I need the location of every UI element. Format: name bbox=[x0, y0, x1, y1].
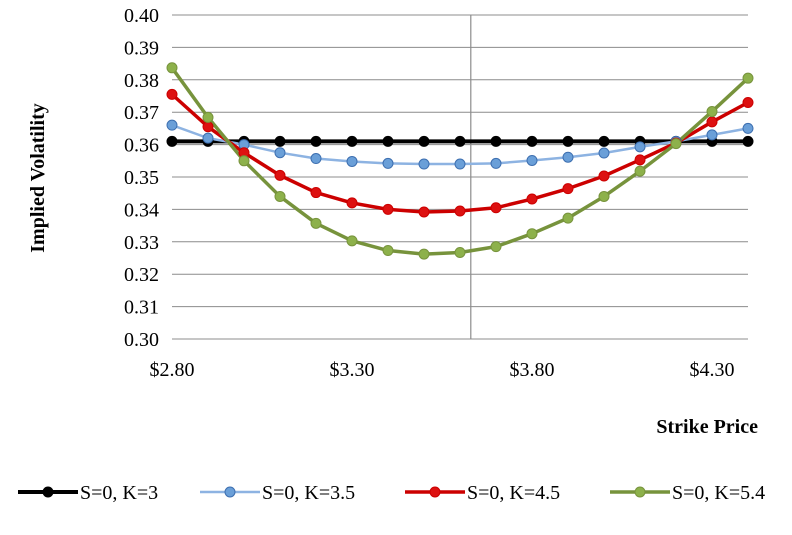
series-3-point bbox=[706, 116, 718, 128]
series-1-point bbox=[598, 135, 610, 147]
series-4-point bbox=[742, 72, 754, 84]
legend-label: S=0, K=5.4 bbox=[672, 482, 765, 504]
legend-swatch-marker bbox=[224, 486, 236, 498]
x-tick-label: $4.30 bbox=[690, 359, 735, 381]
y-tick-label: 0.37 bbox=[124, 102, 159, 124]
series-2-point bbox=[274, 147, 286, 159]
series-4-point bbox=[418, 248, 430, 260]
series-1-point bbox=[490, 135, 502, 147]
series-4-point bbox=[526, 228, 538, 240]
x-tick-label: $2.80 bbox=[150, 359, 195, 381]
series-2-point bbox=[526, 154, 538, 166]
series-1-point bbox=[526, 135, 538, 147]
y-tick-label: 0.35 bbox=[124, 167, 159, 189]
series-2-point bbox=[634, 141, 646, 153]
series-4-point bbox=[382, 245, 394, 257]
series-1-point bbox=[382, 135, 394, 147]
legend-label: S=0, K=3.5 bbox=[262, 482, 355, 504]
series-3-point bbox=[346, 197, 358, 209]
y-tick-label: 0.30 bbox=[124, 329, 159, 351]
series-3-point bbox=[526, 193, 538, 205]
legend-swatch-marker bbox=[634, 486, 646, 498]
series-2-point bbox=[742, 122, 754, 134]
series-3-point bbox=[634, 154, 646, 166]
y-tick-labels: 0.30 0.31 0.32 0.33 0.34 0.35 0.36 0.37 0.38 0.39… bbox=[124, 5, 159, 351]
y-tick-label: 0.34 bbox=[124, 199, 159, 221]
series-4-point bbox=[634, 165, 646, 177]
y-tick-label: 0.31 bbox=[124, 297, 159, 319]
series-2-point bbox=[202, 132, 214, 144]
series-1-point bbox=[274, 135, 286, 147]
y-tick-label: 0.38 bbox=[124, 70, 159, 92]
series-1-point bbox=[166, 135, 178, 147]
series-3-point bbox=[202, 121, 214, 133]
series-4-point bbox=[274, 190, 286, 202]
series-3-point bbox=[166, 88, 178, 100]
y-axis-title: Implied Volatility bbox=[27, 103, 49, 252]
y-tick-label: 0.32 bbox=[124, 264, 159, 286]
series-2-point bbox=[706, 129, 718, 141]
series-markers bbox=[166, 62, 754, 260]
legend-swatch-marker bbox=[42, 486, 54, 498]
series-2-point bbox=[562, 151, 574, 163]
series-4-point bbox=[238, 155, 250, 167]
series-2-point bbox=[418, 158, 430, 170]
series-3-point bbox=[490, 202, 502, 214]
y-tick-label: 0.40 bbox=[124, 5, 159, 27]
legend: S=0, K=3 S=0, K=3.5 S=0, K=4.5 S=0, K=5.4 bbox=[18, 482, 765, 504]
series-1-point bbox=[454, 135, 466, 147]
y-tick-label: 0.36 bbox=[124, 135, 159, 157]
legend-swatch-marker bbox=[429, 486, 441, 498]
series-3-point bbox=[418, 206, 430, 218]
series-4-point bbox=[598, 190, 610, 202]
series-2-point bbox=[166, 119, 178, 131]
series-3-point bbox=[274, 169, 286, 181]
series-3-point bbox=[562, 183, 574, 195]
series-3-point bbox=[382, 203, 394, 215]
legend-label: S=0, K=3 bbox=[80, 482, 158, 504]
series-3-point bbox=[310, 187, 322, 199]
series-1-point bbox=[346, 135, 358, 147]
series-1-point bbox=[742, 135, 754, 147]
series-4-point bbox=[310, 217, 322, 229]
x-tick-label: $3.80 bbox=[510, 359, 555, 381]
series-4-point bbox=[454, 246, 466, 258]
series-2-point bbox=[598, 147, 610, 159]
x-axis-title: Strike Price bbox=[656, 416, 758, 438]
series-3-point bbox=[598, 170, 610, 182]
series-1-point bbox=[418, 135, 430, 147]
y-tick-label: 0.33 bbox=[124, 232, 159, 254]
y-tick-label: 0.39 bbox=[124, 37, 159, 59]
series-1-point bbox=[562, 135, 574, 147]
series-3-point bbox=[454, 205, 466, 217]
legend-label: S=0, K=4.5 bbox=[467, 482, 560, 504]
series-4-point bbox=[346, 235, 358, 247]
x-tick-label: $3.30 bbox=[330, 359, 375, 381]
series-2-point bbox=[382, 157, 394, 169]
series-4-point bbox=[670, 138, 682, 150]
series-4-point bbox=[706, 106, 718, 118]
series-4-point bbox=[166, 62, 178, 74]
series-3-point bbox=[742, 96, 754, 108]
series-1-point bbox=[310, 135, 322, 147]
series-2-point bbox=[346, 155, 358, 167]
series-2-point bbox=[310, 153, 322, 165]
x-tick-labels: $2.80 $3.30 $3.80 $4.30 bbox=[150, 359, 735, 381]
series-4-point bbox=[490, 241, 502, 253]
series-4-point bbox=[562, 212, 574, 224]
series-2-point bbox=[490, 157, 502, 169]
series-4-point bbox=[202, 111, 214, 123]
series-2-point bbox=[454, 158, 466, 170]
